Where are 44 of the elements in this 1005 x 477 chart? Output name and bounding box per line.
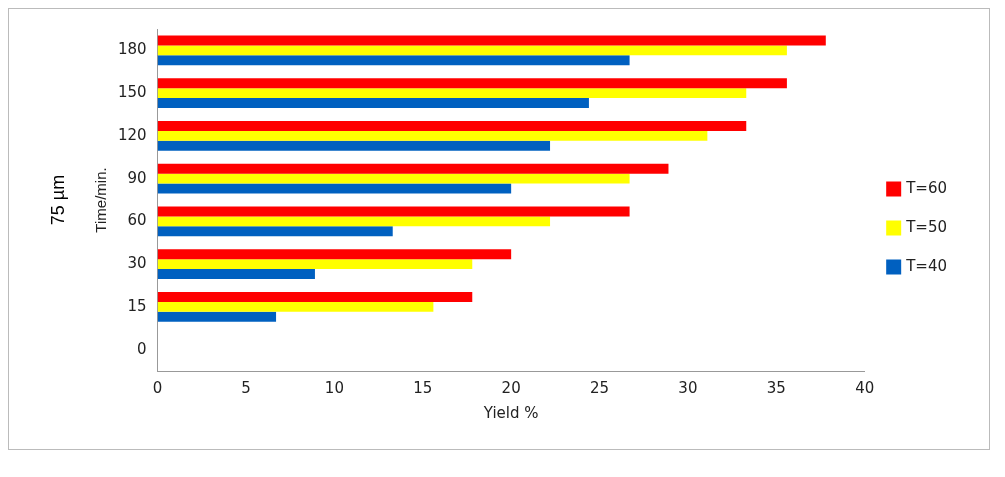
bar — [157, 206, 630, 217]
bar — [157, 259, 473, 270]
bar — [157, 216, 551, 227]
bar — [157, 78, 787, 89]
y-tick-label: 150 — [117, 83, 147, 102]
x-tick-label: 40 — [855, 378, 875, 397]
x-tick-label: 35 — [766, 378, 786, 397]
x-tick-label: 10 — [324, 378, 344, 397]
bar — [157, 55, 630, 66]
bar — [157, 249, 512, 260]
bar — [157, 88, 747, 99]
x-tick-label: 15 — [413, 378, 433, 397]
y-tick-label: 60 — [127, 211, 147, 230]
y-tick-label: 30 — [127, 254, 147, 273]
legend-label: T=40 — [905, 256, 948, 275]
x-tick-label: 20 — [501, 378, 521, 397]
y-tick-label: 120 — [117, 125, 147, 144]
x-tick-label: 0 — [152, 378, 163, 397]
bar — [157, 45, 787, 56]
bar — [157, 98, 589, 109]
bar — [157, 120, 747, 131]
bar — [157, 301, 434, 312]
bar — [157, 269, 315, 280]
bar — [157, 183, 512, 194]
bar — [157, 311, 277, 322]
bar — [157, 35, 826, 46]
x-tick-label: 5 — [241, 378, 251, 397]
x-tick-label: 30 — [678, 378, 698, 397]
x-tick-label: 25 — [589, 378, 610, 397]
bar — [157, 173, 630, 184]
y-tick-label: 90 — [127, 168, 147, 187]
y-axis-title: Time/min. — [92, 167, 110, 233]
bar — [157, 140, 551, 151]
y-tick-label: 15 — [127, 296, 147, 315]
bar — [157, 226, 393, 237]
bar — [157, 130, 708, 141]
legend-label: T=50 — [905, 217, 948, 236]
y-tick-label: 180 — [117, 40, 147, 59]
x-axis-title: Yield % — [482, 403, 539, 422]
y-tick-label: 0 — [137, 339, 147, 358]
legend-label: T=60 — [905, 178, 948, 197]
bar — [157, 163, 669, 174]
bar — [157, 291, 473, 302]
text: 75 µm — [47, 174, 68, 226]
